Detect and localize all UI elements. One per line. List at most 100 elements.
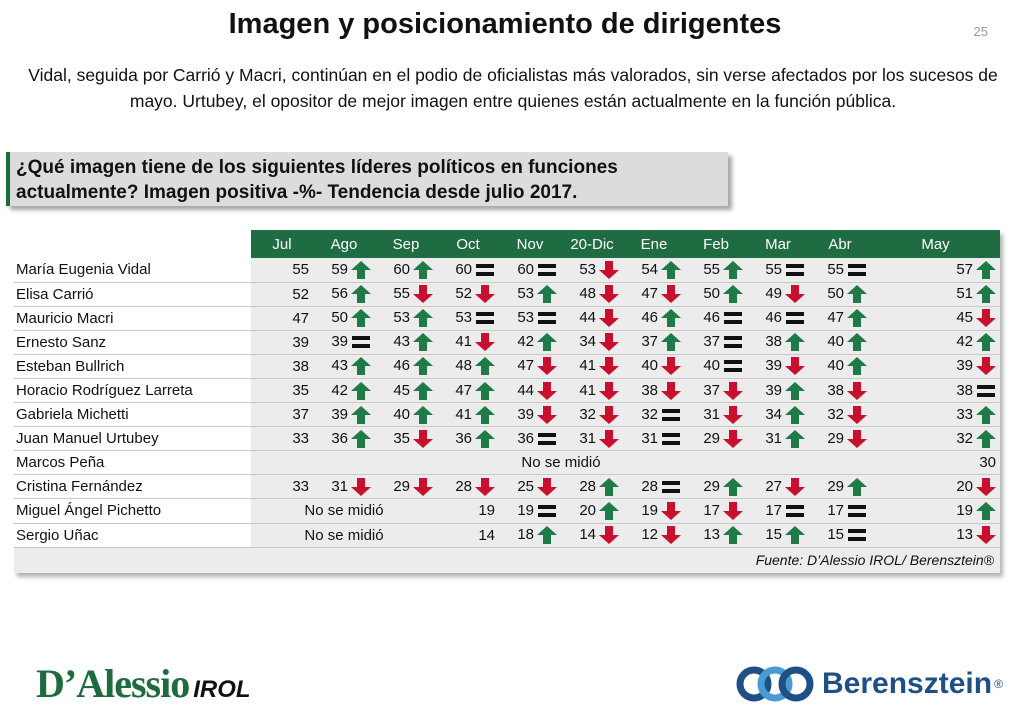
value-text: 18: [517, 526, 534, 544]
value-cell: 29: [809, 474, 871, 500]
trend-down-icon: [599, 285, 619, 304]
value-cell: 37: [251, 402, 313, 428]
value-text: 53: [517, 309, 534, 327]
value-text: 19: [956, 501, 973, 519]
value-text: 39: [292, 333, 309, 351]
value-text: 39: [956, 357, 973, 375]
month-header: Jul: [251, 230, 313, 258]
leader-name: Cristina Fernández: [14, 474, 251, 500]
value-text: 30: [979, 454, 996, 472]
trend-down-icon: [661, 502, 681, 520]
value-cell: 53: [375, 306, 437, 331]
trend-up-icon: [537, 526, 557, 545]
trend-down-icon: [847, 381, 867, 400]
trend-up-icon: [413, 333, 433, 352]
value-text: 60: [393, 260, 410, 278]
trend-down-icon: [785, 477, 805, 496]
value-cell: 45: [871, 306, 1000, 331]
value-text: 53: [393, 309, 410, 327]
trend-down-icon: [599, 526, 619, 545]
value-cell: 53: [499, 282, 561, 307]
registered-mark: ®: [994, 677, 1003, 691]
value-text: 47: [292, 309, 309, 327]
value-text: 47: [455, 381, 472, 399]
trend-equal-icon: [723, 309, 743, 327]
value-text: 59: [331, 260, 348, 278]
trend-equal-icon: [351, 333, 371, 351]
table-row: Marcos Peña No se midió 30: [14, 450, 1000, 476]
value-cell: 40: [685, 354, 747, 379]
table-row: Sergio Uñac No se midió 14 18 14 12 13 15 15 13: [14, 523, 1000, 548]
trend-equal-icon: [661, 430, 681, 448]
value-text: 17: [765, 501, 782, 519]
value-cell: 38: [623, 378, 685, 404]
value-cell: 41: [561, 378, 623, 404]
value-cell: 59: [313, 258, 375, 283]
value-cell: 15: [809, 523, 871, 548]
value-text: 39: [331, 333, 348, 351]
table-row: Cristina Fernández 33 31 29 28 25 28 28 29 27 29 20: [14, 474, 1000, 500]
value-text: 15: [827, 526, 844, 544]
value-text: 55: [703, 260, 720, 278]
trend-up-icon: [785, 381, 805, 400]
month-header: Oct: [437, 230, 499, 258]
value-text: 36: [331, 429, 348, 447]
trend-up-icon: [351, 429, 371, 448]
value-cell: 13: [685, 523, 747, 548]
value-cell: 28: [623, 474, 685, 500]
dalessio-logo-text: D’Alessio: [36, 661, 190, 706]
question-line-2: actualmente? Imagen positiva -%- Tendenc…: [16, 182, 578, 203]
value-text: 46: [641, 309, 658, 327]
table-body: María Eugenia Vidal 55 59 60 60 60 53 54 55 55 55 5…: [14, 258, 1000, 548]
value-text: 37: [703, 381, 720, 399]
value-cell: 52: [251, 282, 313, 307]
value-cell: 44: [499, 378, 561, 404]
trend-up-icon: [413, 381, 433, 400]
trend-down-icon: [847, 429, 867, 448]
value-cell: 27: [747, 474, 809, 500]
trend-equal-icon: [723, 333, 743, 351]
trend-equal-icon: [847, 526, 867, 544]
value-text: 39: [331, 405, 348, 423]
trend-up-icon: [351, 309, 371, 328]
trend-up-icon: [847, 285, 867, 304]
value-cell: 28: [561, 474, 623, 500]
value-text: 52: [455, 285, 472, 303]
trend-down-icon: [413, 477, 433, 496]
trend-equal-icon: [847, 502, 867, 520]
value-cell: 36: [499, 426, 561, 452]
trend-up-icon: [847, 333, 867, 352]
trend-equal-icon: [785, 309, 805, 327]
value-text: 42: [331, 381, 348, 399]
value-text: 29: [827, 429, 844, 447]
trend-up-icon: [723, 285, 743, 304]
table-row: Juan Manuel Urtubey 33 36 35 36 36 31 31 29 31 29 3…: [14, 426, 1000, 452]
trend-down-icon: [599, 381, 619, 400]
trend-up-icon: [475, 381, 495, 400]
value-text: 52: [292, 285, 309, 303]
page-title: Imagen y posicionamiento de dirigentes: [228, 8, 782, 40]
value-text: 45: [393, 381, 410, 399]
value-cell: 42: [871, 330, 1000, 355]
value-cell: 53: [499, 306, 561, 331]
value-text: 38: [827, 381, 844, 399]
value-cell: 17: [809, 498, 871, 524]
value-text: 44: [517, 381, 534, 399]
value-cell: 39: [871, 354, 1000, 379]
not-measured-cell: No se midió: [251, 450, 871, 476]
berensztein-mark-icon: [736, 666, 814, 702]
table-header-row: Jul Ago Sep Oct Nov 20-Dic Ene Feb Mar Abr May: [14, 230, 1000, 258]
trend-up-icon: [723, 526, 743, 545]
value-text: 34: [765, 405, 782, 423]
trend-up-icon: [976, 285, 996, 304]
trend-up-icon: [661, 309, 681, 328]
value-cell: 20: [871, 474, 1000, 500]
value-text: 41: [455, 333, 472, 351]
trend-down-icon: [537, 405, 557, 424]
value-text: 50: [331, 309, 348, 327]
value-cell: 35: [375, 426, 437, 452]
value-text: 29: [827, 477, 844, 495]
value-text: 20: [956, 477, 973, 495]
trend-down-icon: [537, 477, 557, 496]
value-text: 56: [331, 285, 348, 303]
